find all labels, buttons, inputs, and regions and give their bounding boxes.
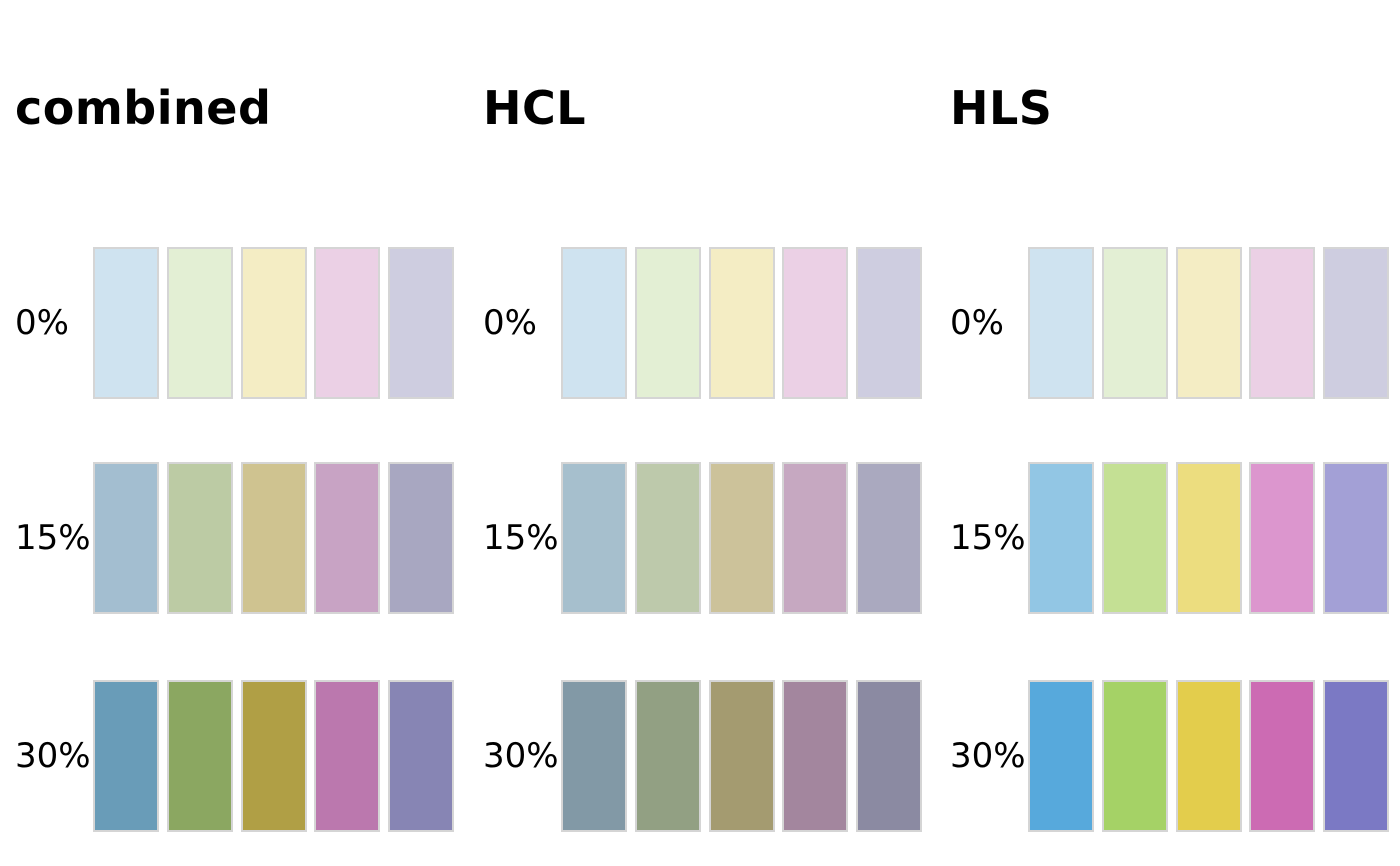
color-swatch <box>1175 247 1242 399</box>
color-swatch <box>708 247 775 399</box>
color-swatch <box>1028 680 1094 832</box>
color-swatch <box>240 680 307 832</box>
color-swatch <box>561 247 627 399</box>
color-swatch <box>634 462 701 614</box>
color-swatch <box>1323 462 1389 614</box>
color-swatch <box>314 247 381 399</box>
row-label-30pct: 30% <box>950 736 1026 776</box>
color-swatch <box>314 680 381 832</box>
color-swatch <box>314 462 381 614</box>
color-swatch <box>1028 462 1094 614</box>
swatch-row <box>561 462 922 614</box>
row-label-15pct: 15% <box>950 518 1026 558</box>
color-swatch <box>782 462 849 614</box>
color-swatch <box>782 247 849 399</box>
color-swatch <box>388 462 454 614</box>
panel-title-hls: HLS <box>950 81 1053 135</box>
color-swatch <box>166 247 233 399</box>
swatch-row <box>93 247 454 399</box>
color-swatch <box>1101 680 1168 832</box>
color-swatch <box>1175 462 1242 614</box>
row-label-30pct: 30% <box>483 736 559 776</box>
color-swatch <box>634 680 701 832</box>
color-swatch <box>93 462 159 614</box>
color-swatch <box>782 680 849 832</box>
row-label-15pct: 15% <box>15 518 91 558</box>
swatch-row <box>1028 462 1389 614</box>
color-swatch <box>856 462 922 614</box>
color-swatch <box>166 680 233 832</box>
color-swatch <box>708 462 775 614</box>
swatch-row <box>93 462 454 614</box>
color-swatch <box>561 680 627 832</box>
panel-title-combined: combined <box>15 81 272 135</box>
color-swatch <box>1175 680 1242 832</box>
color-swatch <box>1101 462 1168 614</box>
color-swatch <box>240 247 307 399</box>
row-label-30pct: 30% <box>15 736 91 776</box>
swatch-row <box>561 680 922 832</box>
color-swatch <box>708 680 775 832</box>
color-swatch <box>1028 247 1094 399</box>
color-swatch <box>1101 247 1168 399</box>
swatch-row <box>1028 680 1389 832</box>
color-swatch <box>93 247 159 399</box>
color-swatch <box>388 247 454 399</box>
swatch-row <box>1028 247 1389 399</box>
color-swatch <box>561 462 627 614</box>
color-swatch <box>93 680 159 832</box>
color-swatch <box>166 462 233 614</box>
color-swatch <box>1249 680 1316 832</box>
swatch-row <box>561 247 922 399</box>
color-swatch <box>1323 680 1389 832</box>
color-swatch <box>856 247 922 399</box>
color-swatch <box>1323 247 1389 399</box>
color-swatch <box>1249 462 1316 614</box>
color-swatch <box>388 680 454 832</box>
row-label-0pct: 0% <box>483 303 537 343</box>
panel-hls: HLS 0% 15% 30% <box>950 0 1395 866</box>
row-label-0pct: 0% <box>15 303 69 343</box>
panel-title-hcl: HCL <box>483 81 587 135</box>
row-label-0pct: 0% <box>950 303 1004 343</box>
color-swatch <box>240 462 307 614</box>
color-swatch <box>856 680 922 832</box>
swatch-row <box>93 680 454 832</box>
panel-combined: combined 0% 15% 30% <box>15 0 460 866</box>
row-label-15pct: 15% <box>483 518 559 558</box>
color-swatch <box>1249 247 1316 399</box>
color-swatch <box>634 247 701 399</box>
panel-hcl: HCL 0% 15% 30% <box>483 0 928 866</box>
